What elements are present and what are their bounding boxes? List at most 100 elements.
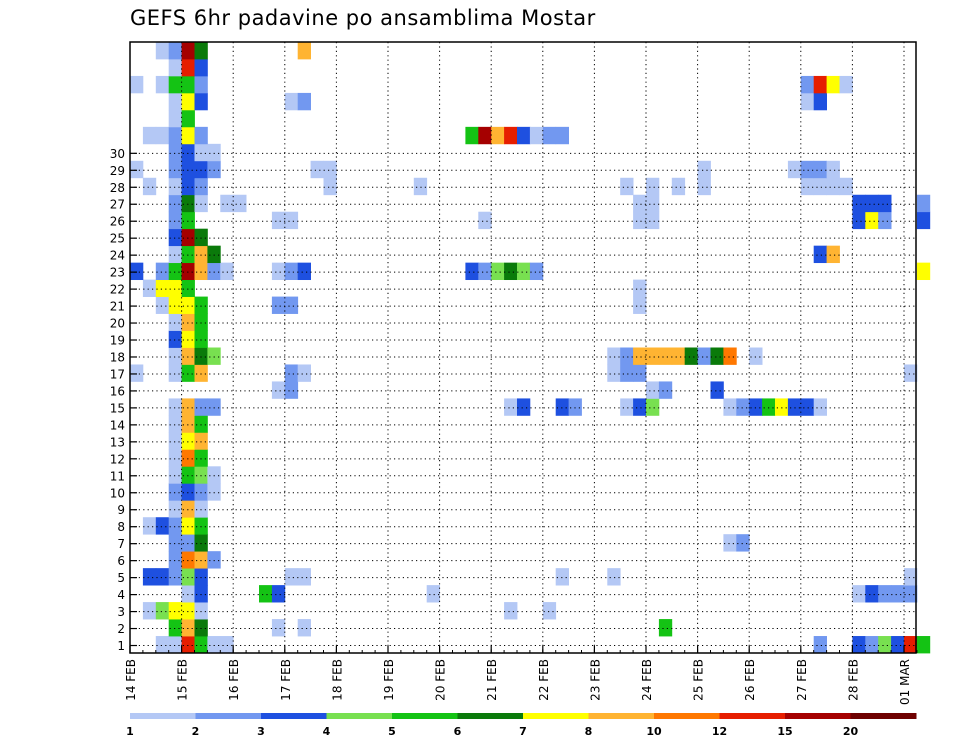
heatmap-cell — [517, 126, 531, 145]
heatmap-cell — [194, 313, 208, 331]
heatmap-cell — [723, 398, 737, 416]
heatmap-cell — [491, 126, 505, 145]
heatmap-cell — [478, 211, 492, 230]
heatmap-cell — [671, 347, 686, 365]
heatmap-cell — [194, 143, 208, 162]
heatmap-cell — [542, 126, 557, 145]
heatmap-cell — [168, 568, 182, 586]
heatmap-cell — [220, 262, 234, 281]
heatmap-cell — [207, 245, 221, 264]
heatmap-cell — [284, 211, 299, 230]
heatmap-cell — [194, 602, 208, 620]
heatmap-cell — [168, 109, 182, 128]
plot-frame — [129, 41, 917, 654]
heatmap-cell — [736, 534, 750, 552]
heatmap-cell — [529, 262, 544, 281]
heatmap-cell — [168, 517, 182, 535]
heatmap-cell — [658, 381, 673, 399]
heatmap-cell — [130, 262, 144, 281]
heatmap-cell — [168, 92, 182, 111]
y-tick-label: 28 — [110, 181, 125, 195]
heatmap-cell — [723, 347, 737, 365]
heatmap-cell — [839, 75, 853, 94]
heatmap-cell — [194, 415, 208, 433]
colorbar-label: 4 — [323, 725, 331, 738]
colorbar-swatch — [457, 713, 524, 719]
heatmap-cell — [878, 585, 892, 603]
heatmap-cell — [813, 177, 827, 196]
heatmap-cell — [465, 126, 479, 145]
heatmap-cell — [491, 262, 505, 281]
heatmap-cell — [904, 364, 918, 382]
heatmap-cell — [194, 92, 208, 111]
heatmap-cell — [297, 92, 311, 111]
heatmap-cell — [633, 347, 647, 365]
grid-lines — [130, 42, 916, 653]
heatmap-cell — [800, 160, 815, 179]
y-tick-label: 6 — [117, 554, 125, 568]
heatmap-cell — [181, 279, 195, 297]
heatmap-cell — [181, 92, 195, 111]
heatmap-cell — [168, 534, 182, 552]
heatmap-cell — [181, 58, 195, 77]
heatmap-cell — [181, 347, 195, 365]
heatmap-cell — [168, 126, 182, 145]
heatmap-cell — [646, 398, 660, 416]
heatmap-cell — [194, 194, 208, 213]
heatmap-cell — [181, 364, 195, 382]
x-tick-label: 14 FEB — [124, 659, 138, 701]
x-tick-label: 01 MAR — [898, 659, 912, 705]
heatmap-cell — [194, 42, 208, 60]
heatmap-cell — [891, 636, 905, 654]
heatmap-cell — [271, 211, 286, 230]
heatmap-cell — [181, 619, 195, 637]
heatmap-cell — [633, 194, 647, 213]
heatmap-cell — [168, 245, 182, 264]
heatmap-cell — [130, 364, 144, 382]
heatmap-cell — [620, 398, 634, 416]
heatmap-cell — [323, 160, 337, 179]
heatmap-cell — [658, 619, 673, 637]
heatmap-cell — [284, 262, 299, 281]
colorbar-label: 15 — [777, 725, 792, 738]
colorbar-swatch — [261, 713, 327, 719]
colorbar-label: 7 — [519, 725, 527, 738]
heatmap-cell — [194, 500, 208, 518]
heatmap-cell — [181, 398, 195, 416]
colorbar-label: 20 — [843, 725, 859, 738]
heatmap-cell — [633, 398, 647, 416]
heatmap-cell — [181, 415, 195, 433]
heatmap-cell — [633, 296, 647, 314]
heatmap-cell — [181, 194, 195, 213]
heatmap-cell — [142, 279, 157, 297]
heatmap-cell — [775, 398, 789, 416]
heatmap-cell — [646, 347, 660, 365]
heatmap-cell — [542, 602, 557, 620]
heatmap-cell — [529, 126, 544, 145]
heatmap-cell — [155, 279, 170, 297]
x-tick-label: 21 FEB — [485, 659, 499, 701]
heatmap-cell — [207, 347, 221, 365]
heatmap-cell — [504, 262, 518, 281]
heatmap-cell — [181, 296, 195, 314]
x-tick-label: 27 FEB — [795, 659, 809, 701]
heatmap-cell — [181, 313, 195, 331]
y-tick-label: 29 — [110, 164, 125, 178]
heatmap-cell — [155, 262, 170, 281]
heatmap-cell — [259, 585, 273, 603]
heatmap-cell — [168, 432, 182, 450]
heatmap-cell — [813, 92, 827, 111]
heatmap-cell — [916, 194, 931, 213]
heatmap-cell — [155, 602, 170, 620]
heatmap-cell — [168, 398, 182, 416]
y-tick-label: 15 — [110, 401, 125, 415]
heatmap-cell — [710, 381, 724, 399]
heatmap-cell — [168, 449, 182, 467]
heatmap-cell — [284, 568, 299, 586]
heatmap-cell — [916, 262, 931, 281]
heatmap-cell — [271, 296, 286, 314]
heatmap-cell — [168, 619, 182, 637]
heatmap-cell — [517, 398, 531, 416]
heatmap-cell — [155, 517, 170, 535]
heatmap-cell — [787, 160, 802, 179]
